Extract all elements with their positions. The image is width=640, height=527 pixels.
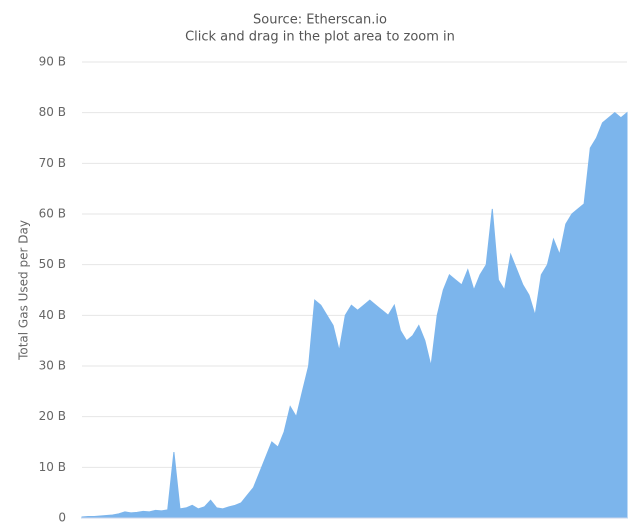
y-tick-label: 80 B xyxy=(39,105,66,119)
chart-subtitle: Click and drag in the plot area to zoom … xyxy=(185,30,455,45)
area xyxy=(81,111,628,519)
y-tick-label: 90 B xyxy=(39,55,66,69)
y-tick-label: 40 B xyxy=(39,308,66,322)
y-tick-label: 50 B xyxy=(39,257,66,271)
chart-subtitle: Source: Etherscan.io xyxy=(253,13,387,28)
y-tick-label: 30 B xyxy=(39,359,66,373)
y-tick-label: 70 B xyxy=(39,156,66,170)
y-tick-label: 0 xyxy=(58,511,66,525)
y-tick-label: 20 B xyxy=(39,409,66,423)
y-axis-label: Total Gas Used per Day xyxy=(17,220,31,361)
y-tick-label: 60 B xyxy=(39,207,66,221)
y-tick-label: 10 B xyxy=(39,460,66,474)
